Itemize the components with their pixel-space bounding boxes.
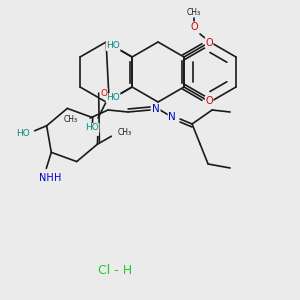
Text: HO: HO	[106, 94, 120, 103]
Text: CH₃: CH₃	[117, 128, 131, 137]
Text: NH: NH	[39, 173, 54, 183]
Text: Cl - H: Cl - H	[98, 263, 132, 277]
Text: CH₃: CH₃	[64, 116, 78, 124]
Text: O: O	[100, 88, 107, 98]
Text: O: O	[205, 38, 213, 47]
Text: HO: HO	[85, 124, 99, 133]
Text: N: N	[168, 112, 176, 122]
Text: CH₃: CH₃	[187, 8, 201, 17]
Text: HO: HO	[16, 129, 29, 138]
Text: H: H	[54, 173, 61, 183]
Text: O: O	[92, 126, 98, 135]
Text: HO: HO	[106, 41, 120, 50]
Text: N: N	[152, 104, 160, 114]
Text: O: O	[190, 22, 198, 32]
Text: O: O	[205, 97, 213, 106]
